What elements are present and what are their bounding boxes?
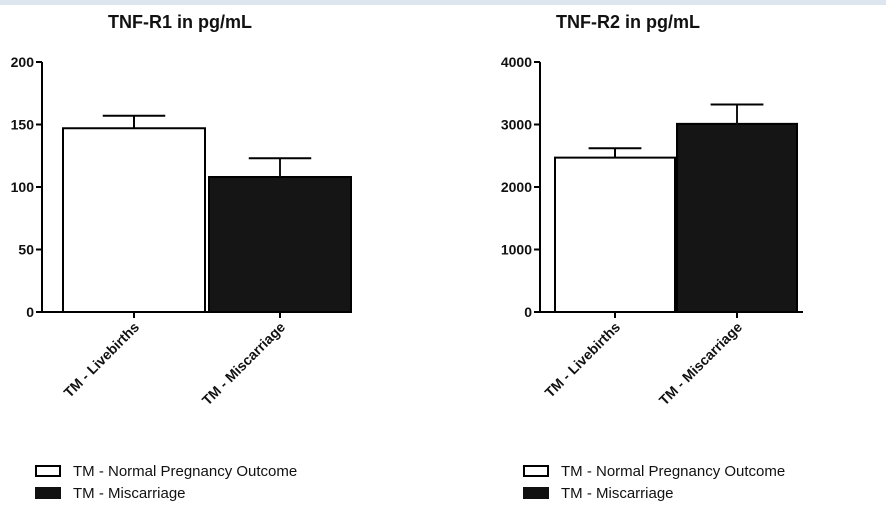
x-category-label: TM - Miscarriage: [199, 319, 289, 409]
top-border-strip: [0, 0, 886, 5]
legend-item-miscarriage: TM - Miscarriage: [523, 482, 883, 504]
chart-panel-tnf-r2: TNF-R2 in pg/mL 0 1000 2000 3000 4000 TM - Li…: [443, 0, 886, 511]
bar-livebirths: [62, 127, 206, 313]
y-tick-label: 0: [524, 304, 532, 320]
legend-label: TM - Normal Pregnancy Outcome: [73, 462, 298, 480]
y-tick-label: 2000: [501, 179, 532, 195]
bar-miscarriage: [208, 176, 352, 313]
legend-label: TM - Miscarriage: [73, 484, 186, 502]
legend: TM - Normal Pregnancy Outcome TM - Misca…: [523, 460, 883, 504]
y-tick-label: 3000: [501, 117, 532, 133]
x-category-label: TM - Miscarriage: [656, 319, 746, 409]
legend-swatch-open: [35, 465, 61, 477]
legend-swatch-filled: [523, 487, 549, 499]
y-tick-label: 0: [26, 304, 34, 320]
bar-miscarriage: [676, 122, 798, 313]
legend: TM - Normal Pregnancy Outcome TM - Misca…: [35, 460, 395, 504]
x-category-label: TM - Livebirths: [541, 319, 623, 401]
bar-chart-tnf-r1: 0 50 100 150 200 TM - Livebirths TM - Miscarri…: [11, 54, 352, 409]
chart-title: TNF-R2 in pg/mL: [556, 12, 700, 32]
chart-title: TNF-R1 in pg/mL: [108, 12, 252, 32]
chart-panel-tnf-r1: TNF-R1 in pg/mL 0 50 100 150 200 TM - Livebir…: [11, 12, 395, 504]
y-tick-label: 150: [11, 117, 35, 133]
y-tick-label: 100: [11, 179, 35, 195]
legend-item-normal-outcome: TM - Normal Pregnancy Outcome: [523, 460, 883, 482]
y-tick-label: 50: [18, 242, 34, 258]
y-tick-label: 200: [11, 54, 35, 70]
y-tick-label: 1000: [501, 242, 532, 258]
legend-item-normal-outcome: TM - Normal Pregnancy Outcome: [35, 460, 395, 482]
y-tick-label: 4000: [501, 54, 532, 70]
legend-swatch-open: [523, 465, 549, 477]
bar-livebirths: [554, 156, 676, 313]
legend-label: TM - Normal Pregnancy Outcome: [561, 462, 786, 480]
x-category-label: TM - Livebirths: [60, 319, 142, 401]
legend-label: TM - Miscarriage: [561, 484, 674, 502]
legend-swatch-filled: [35, 487, 61, 499]
bar-chart-tnf-r2: 0 1000 2000 3000 4000 TM - Livebirths TM - Mis…: [501, 54, 803, 409]
legend-item-miscarriage: TM - Miscarriage: [35, 482, 395, 504]
